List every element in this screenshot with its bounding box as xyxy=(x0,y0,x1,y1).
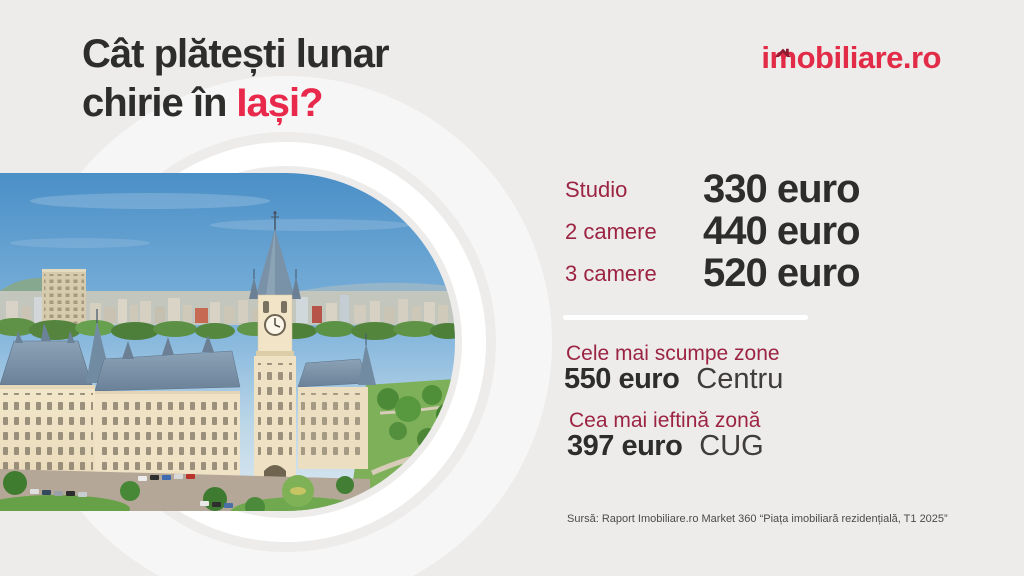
rent-row: Studio 330 euro xyxy=(565,167,861,211)
section-divider xyxy=(563,315,808,320)
rent-row-price: 520 euro xyxy=(703,251,861,295)
rent-row-label: 2 camere xyxy=(565,218,657,244)
cheapest-zone-heading: Cea mai ieftină zonă xyxy=(569,409,761,432)
most-expensive-zone-row: 550 euro Centru xyxy=(564,363,783,396)
foreground-parking xyxy=(0,469,370,511)
iasi-cityscape-illustration xyxy=(0,173,455,511)
source-note: Sursă: Raport Imobiliare.ro Market 360 “… xyxy=(567,513,948,525)
title-line-2: chirie în Iași? xyxy=(82,81,324,125)
rent-row: 3 camere 520 euro xyxy=(565,251,861,295)
iasi-palace-photo xyxy=(0,173,455,511)
city-skyline xyxy=(0,269,455,333)
rent-row-price: 440 euro xyxy=(703,209,861,253)
house-roof-icon xyxy=(775,48,791,57)
zone-name: CUG xyxy=(699,430,764,462)
zone-price: 397 euro xyxy=(567,430,683,462)
rent-row-label: 3 camere xyxy=(565,260,657,286)
title-city-accent: Iași? xyxy=(236,81,323,125)
zone-price: 550 euro xyxy=(564,363,680,395)
title-line-1: Cât plătești lunar xyxy=(82,32,390,76)
zone-name: Centru xyxy=(696,363,784,395)
page-title: Cât plătești lunar chirie în Iași? xyxy=(82,30,390,128)
rent-list: Studio 330 euro 2 camere 440 euro 3 came… xyxy=(565,167,861,295)
clock-tower xyxy=(249,211,301,493)
rent-row: 2 camere 440 euro xyxy=(565,209,861,253)
cheapest-zone-row: 397 euro CUG xyxy=(567,430,764,463)
parking-cars xyxy=(30,474,233,508)
imobiliare-logo: im obiliare.ro xyxy=(761,40,941,75)
palace-building xyxy=(0,211,376,503)
most-expensive-zone-heading: Cele mai scumpe zone xyxy=(566,342,780,365)
rent-row-label: Studio xyxy=(565,176,628,202)
rent-row-price: 330 euro xyxy=(703,167,861,211)
